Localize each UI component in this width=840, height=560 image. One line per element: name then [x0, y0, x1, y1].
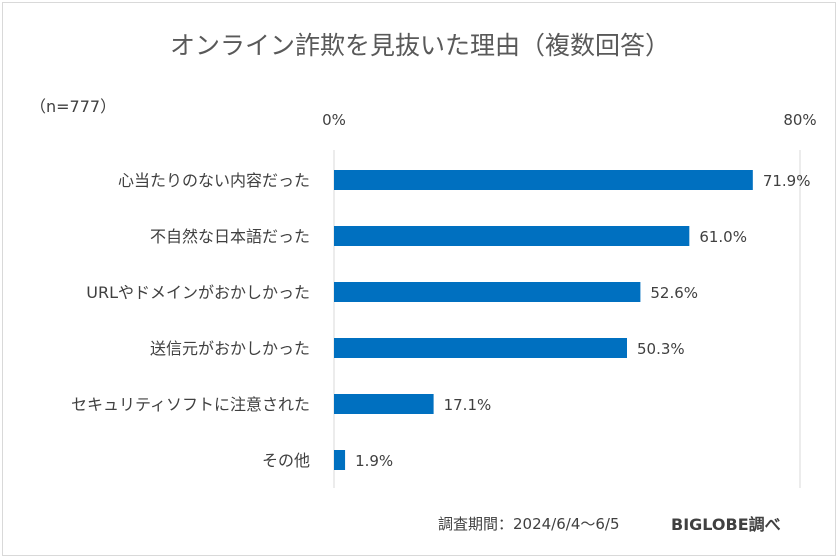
sample-size-note: （n=777）	[30, 97, 117, 116]
data-label: 50.3%	[637, 340, 685, 358]
bar	[334, 282, 641, 302]
chart-title: オンライン詐欺を見抜いた理由（複数回答）	[169, 31, 670, 60]
data-label: 61.0%	[699, 228, 747, 246]
data-label: 71.9%	[763, 172, 811, 190]
category-label: 不自然な日本語だった	[150, 227, 310, 246]
data-source: BIGLOBE調べ	[671, 515, 781, 534]
bar	[334, 170, 753, 190]
survey-period: 調査期間：2024/6/4～6/5	[438, 515, 620, 533]
category-label: 送信元がおかしかった	[150, 339, 310, 358]
bar	[334, 450, 346, 470]
category-label: URLやドメインがおかしかった	[86, 283, 310, 302]
x-tick-label: 80%	[783, 111, 816, 129]
data-label: 1.9%	[355, 452, 393, 470]
bar	[334, 338, 627, 358]
category-label: セキュリティソフトに注意された	[71, 395, 310, 414]
bar	[334, 394, 434, 414]
category-label: 心当たりのない内容だった	[118, 171, 310, 190]
x-tick-label: 0%	[322, 111, 346, 129]
category-label: その他	[262, 451, 310, 470]
bar	[334, 226, 690, 246]
data-label: 17.1%	[444, 396, 492, 414]
data-label: 52.6%	[650, 284, 698, 302]
